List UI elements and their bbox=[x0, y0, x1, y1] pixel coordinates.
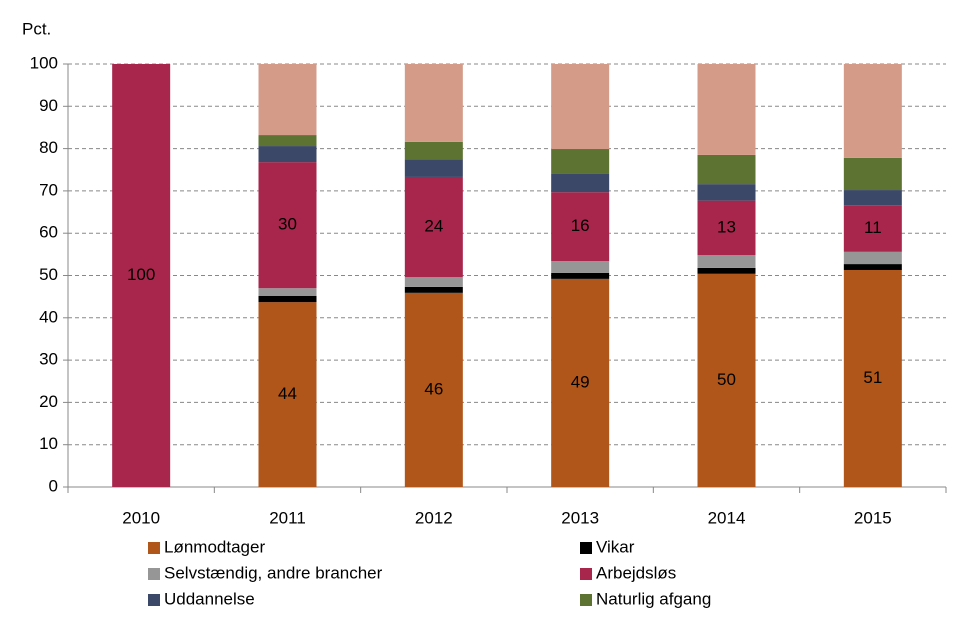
bar-segment bbox=[697, 184, 756, 201]
legend-label: Selvstændig, andre brancher bbox=[164, 563, 383, 582]
bar-segment bbox=[258, 288, 317, 296]
bar-segment bbox=[843, 251, 902, 265]
y-tick-label: 20 bbox=[39, 392, 58, 411]
bar-segment bbox=[551, 64, 610, 150]
bar-segment bbox=[404, 141, 463, 160]
data-label: 30 bbox=[278, 215, 297, 234]
bar-segment bbox=[697, 154, 756, 185]
y-tick-label: 0 bbox=[49, 476, 58, 495]
x-tick-label: 2014 bbox=[708, 508, 746, 527]
bar-segment bbox=[404, 277, 463, 287]
legend-label: Vikar bbox=[596, 537, 635, 556]
bar-segment bbox=[258, 135, 317, 147]
legend-swatch bbox=[148, 594, 160, 606]
legend-swatch bbox=[580, 594, 592, 606]
x-tick-label: 2015 bbox=[854, 508, 892, 527]
bar-segment bbox=[551, 173, 610, 193]
data-label: 51 bbox=[863, 368, 882, 387]
bar-segment bbox=[551, 261, 610, 273]
bar-segment bbox=[112, 64, 171, 487]
data-label: 16 bbox=[571, 216, 590, 235]
bar-segment bbox=[843, 270, 902, 487]
data-label: 50 bbox=[717, 370, 736, 389]
y-tick-label: 70 bbox=[39, 180, 58, 199]
y-axis-label: Pct. bbox=[22, 19, 51, 38]
legend-swatch bbox=[580, 568, 592, 580]
bar-segment bbox=[404, 292, 463, 487]
bar-segment bbox=[697, 267, 756, 274]
y-tick-label: 90 bbox=[39, 96, 58, 115]
bar-segment bbox=[843, 157, 902, 191]
bar-segment bbox=[697, 64, 756, 155]
y-tick-label: 40 bbox=[39, 307, 58, 326]
legend-label: Naturlig afgang bbox=[596, 589, 711, 608]
legend-label: Uddannelse bbox=[164, 589, 255, 608]
data-label: 13 bbox=[717, 217, 736, 236]
bar-segment bbox=[404, 64, 463, 142]
bar-segment bbox=[258, 146, 317, 163]
data-label: 46 bbox=[424, 379, 443, 398]
bar-segment bbox=[697, 273, 756, 487]
bar-segment bbox=[551, 278, 610, 487]
bar-segment bbox=[697, 200, 756, 256]
bar-segment bbox=[404, 176, 463, 278]
data-label: 24 bbox=[424, 217, 443, 236]
bar-segment bbox=[258, 302, 317, 487]
bar-segment bbox=[843, 190, 902, 206]
bar-segment bbox=[404, 159, 463, 177]
bar-segment bbox=[258, 295, 317, 303]
bar-segment bbox=[843, 64, 902, 158]
bar-segment bbox=[551, 272, 610, 279]
legend-swatch bbox=[148, 568, 160, 580]
legend-label: Arbejdsløs bbox=[596, 563, 676, 582]
bar-segment bbox=[551, 192, 610, 262]
legend-label: Lønmodtager bbox=[164, 537, 265, 556]
x-tick-label: 2011 bbox=[269, 508, 306, 527]
bar-segment bbox=[404, 286, 463, 293]
y-tick-label: 50 bbox=[39, 265, 58, 284]
legend-swatch bbox=[580, 542, 592, 554]
y-tick-label: 30 bbox=[39, 350, 58, 369]
bar-segment bbox=[697, 255, 756, 268]
y-tick-label: 100 bbox=[30, 53, 58, 72]
y-tick-label: 60 bbox=[39, 223, 58, 242]
data-label: 11 bbox=[864, 218, 882, 237]
bar-segment bbox=[258, 162, 317, 289]
bar-segment bbox=[843, 264, 902, 271]
y-tick-label: 10 bbox=[39, 434, 58, 453]
bar-segment bbox=[551, 149, 610, 174]
y-tick-label: 80 bbox=[39, 138, 58, 157]
x-tick-label: 2013 bbox=[561, 508, 599, 527]
data-label: 100 bbox=[127, 265, 155, 284]
bar-segment bbox=[258, 64, 317, 136]
bar-segment bbox=[843, 205, 902, 252]
x-tick-label: 2010 bbox=[122, 508, 160, 527]
data-label: 44 bbox=[278, 384, 297, 403]
data-label: 49 bbox=[571, 372, 590, 391]
x-tick-label: 2012 bbox=[415, 508, 453, 527]
legend-swatch bbox=[148, 542, 160, 554]
